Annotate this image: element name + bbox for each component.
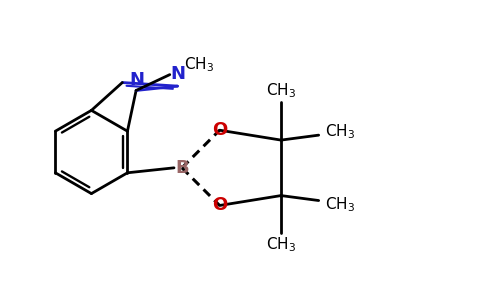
Text: CH$_3$: CH$_3$ [183, 56, 214, 74]
Text: CH$_3$: CH$_3$ [266, 235, 296, 254]
Text: N: N [170, 65, 185, 83]
Text: O: O [212, 121, 227, 139]
Text: O: O [212, 196, 227, 214]
Text: CH$_3$: CH$_3$ [325, 122, 355, 140]
Text: CH$_3$: CH$_3$ [266, 82, 296, 100]
Text: B: B [175, 159, 189, 177]
Text: CH$_3$: CH$_3$ [325, 195, 355, 214]
Text: N: N [130, 71, 145, 89]
